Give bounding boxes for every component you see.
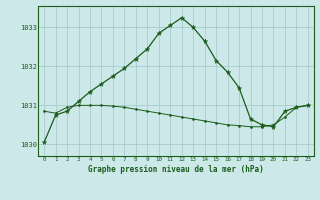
X-axis label: Graphe pression niveau de la mer (hPa): Graphe pression niveau de la mer (hPa) — [88, 165, 264, 174]
